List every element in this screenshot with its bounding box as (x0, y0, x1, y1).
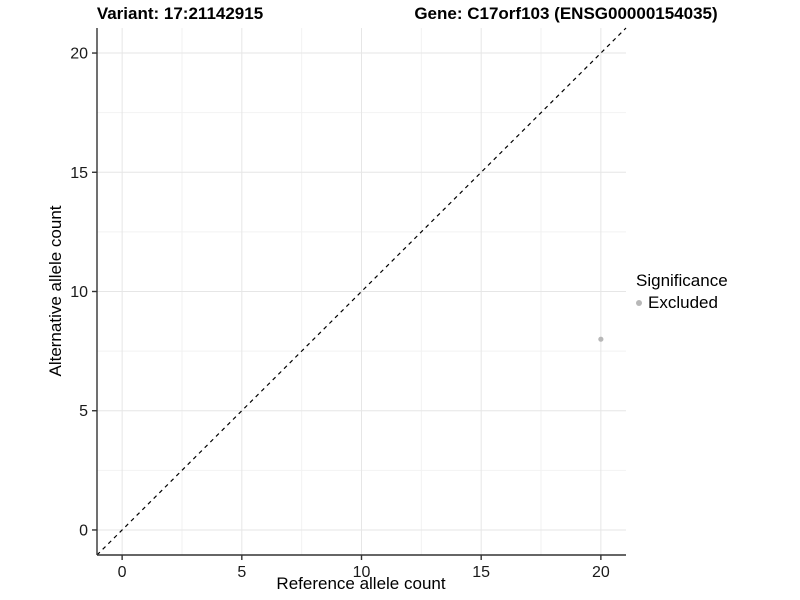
chart-title-variant: Variant: 17:21142915 (96, 4, 264, 23)
y-tick-label: 5 (79, 403, 88, 420)
legend-item-label: Excluded (648, 293, 718, 312)
x-tick-label: 0 (118, 564, 127, 581)
legend: Significance Excluded (636, 271, 728, 313)
x-tick-label: 10 (353, 564, 371, 581)
legend-point-icon (636, 300, 642, 306)
y-tick-label: 20 (70, 46, 88, 63)
x-tick-label: 5 (237, 564, 246, 581)
data-point (598, 336, 604, 342)
x-tick-label: 15 (472, 564, 490, 581)
legend-item-excluded: Excluded (636, 293, 728, 313)
x-axis-title: Reference allele count (276, 574, 446, 593)
chart-title-gene: Gene: C17orf103 (ENSG00000154035) (414, 4, 718, 23)
y-axis-title: Alternative allele count (46, 205, 65, 377)
legend-title: Significance (636, 271, 728, 290)
y-tick-label: 10 (70, 284, 88, 301)
y-tick-label: 0 (79, 522, 88, 539)
y-tick-label: 15 (70, 165, 88, 182)
x-tick-label: 20 (592, 564, 610, 581)
